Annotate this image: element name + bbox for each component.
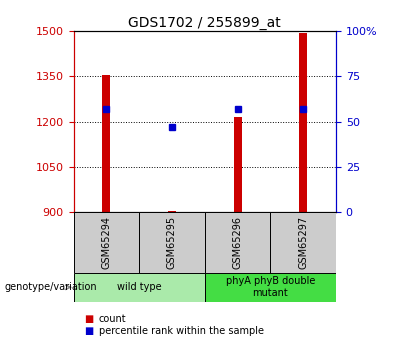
Text: GSM65296: GSM65296	[233, 216, 243, 269]
Text: GSM65295: GSM65295	[167, 216, 177, 269]
Bar	[299, 32, 307, 212]
Bar	[205, 212, 270, 273]
Bar	[234, 117, 241, 212]
Text: ■: ■	[84, 326, 93, 336]
Text: ■: ■	[84, 314, 93, 324]
Text: phyA phyB double
mutant: phyA phyB double mutant	[226, 276, 315, 298]
Text: count: count	[99, 314, 126, 324]
Text: GSM65297: GSM65297	[298, 216, 308, 269]
Bar	[139, 212, 205, 273]
Bar	[270, 212, 336, 273]
Text: GSM65294: GSM65294	[101, 216, 111, 269]
Text: percentile rank within the sample: percentile rank within the sample	[99, 326, 264, 336]
Text: wild type: wild type	[117, 282, 161, 292]
Bar	[74, 273, 205, 302]
Bar	[168, 211, 176, 212]
Title: GDS1702 / 255899_at: GDS1702 / 255899_at	[129, 16, 281, 30]
Bar	[205, 273, 336, 302]
Bar	[102, 75, 110, 212]
Text: genotype/variation: genotype/variation	[4, 282, 97, 292]
Bar	[74, 212, 139, 273]
